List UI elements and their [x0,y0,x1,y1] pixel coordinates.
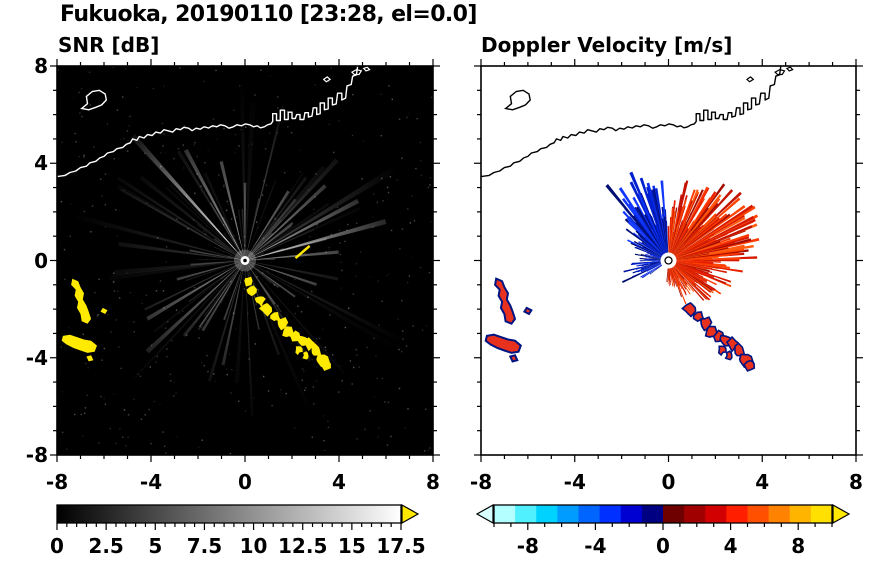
velocity-colorbar-segments [494,505,833,523]
velocity-colorbar [475,503,851,530]
plot-frame [480,65,857,456]
velocity-colorbar-over-arrow [832,503,851,525]
plot-frame [56,65,434,456]
velocity-colorbar-label-0: -8 [516,534,539,558]
snr-colorbar [56,503,420,530]
snr-colorbar-label-3: 7.5 [186,534,223,558]
islet-outline [774,68,786,76]
snr-panel-title: SNR [dB] [58,33,160,57]
snr-plot-area [57,66,433,455]
snr-rays [75,84,402,417]
islet-outline [362,66,371,72]
snr-x-tick-label-1: -4 [139,470,163,494]
snr-x-tick-label-3: 4 [332,470,346,494]
doppler-positive-fan [666,180,760,305]
radar-center-ring [664,256,673,265]
velocity-colorbar-label-2: 0 [656,534,670,558]
snr-colorbar-label-7: 17.5 [376,534,426,558]
island-outline [80,89,108,111]
snr-colorbar-label-5: 12.5 [278,534,328,558]
doppler-negative-fan [605,171,669,283]
velocity-clutter-patches [484,277,756,372]
velocity-x-tick-label-3: 4 [755,470,770,494]
snr-y-tick-label-0: 8 [34,54,48,78]
velocity-colorbar-label-4: 8 [791,534,806,558]
snr-colorbar-label-6: 15 [337,534,366,558]
islet-outline [746,76,755,83]
velocity-x-tick-label-1: -4 [563,470,586,494]
islet-outline [350,68,363,76]
snr-x-tick-label-0: -8 [45,470,69,494]
velocity-x-tick-label-0: -8 [469,470,493,494]
snr-y-tick-label-4: -8 [25,443,48,467]
snr-colorbar-label-2: 5 [148,534,163,558]
velocity-x-tick-label-4: 8 [849,470,863,494]
snr-colorbar-label-0: 0 [50,534,64,558]
snr-colorbar-over-arrow [401,503,420,525]
velocity-x-tick-label-2: 0 [661,470,676,494]
snr-x-tick-label-4: 8 [426,470,440,494]
island-outline [503,89,531,111]
snr-clutter-echoes [61,244,331,371]
snr-x-tick-label-2: 0 [238,470,252,494]
snr-colorbar-label-1: 2.5 [88,534,124,558]
snr-y-tick-label-1: 4 [34,151,48,176]
snr-colorbar-gradient [57,505,401,523]
figure-title: Fukuoka, 20190110 [23:28, el=0.0] [60,2,477,27]
snr-plot-panel [50,59,440,462]
velocity-plot-panel [474,59,863,462]
coastline [481,66,782,178]
velocity-colorbar-label-3: 4 [723,534,738,558]
velocity-panel-title: Doppler Velocity [m/s] [481,33,733,57]
velocity-colorbar-label-1: -4 [584,534,607,558]
velocity-colorbar-under-arrow [475,503,494,525]
velocity-plot-area [481,66,856,455]
islet-outline [322,76,332,83]
snr-colorbar-label-4: 10 [239,534,268,558]
islet-outline [785,66,794,72]
snr-y-tick-label-3: -4 [25,345,48,370]
coastline [57,66,359,178]
snr-y-tick-label-2: 0 [34,248,48,273]
